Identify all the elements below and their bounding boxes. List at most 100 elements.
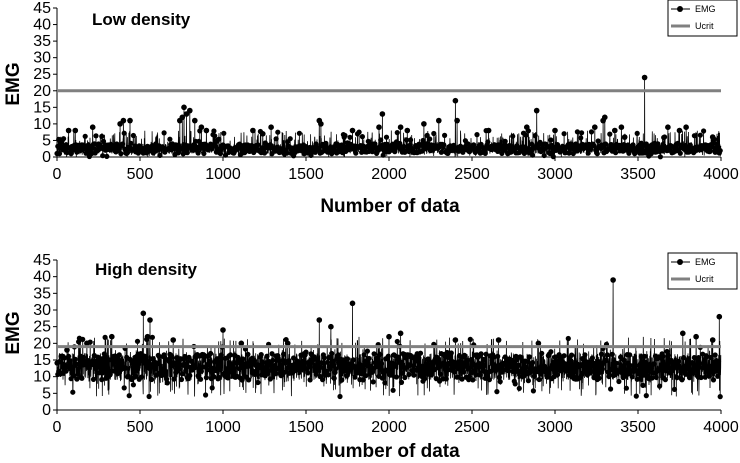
emg-point <box>229 362 235 368</box>
x-tick-label: 0 <box>53 419 62 436</box>
emg-spike-point <box>665 124 671 130</box>
emg-point <box>247 363 253 369</box>
emg-point <box>56 151 63 157</box>
emg-point <box>267 376 273 382</box>
emg-point <box>241 370 247 376</box>
emg-point <box>320 377 326 383</box>
emg-point <box>699 365 705 371</box>
emg-point <box>192 365 198 371</box>
emg-spike-point <box>610 277 616 283</box>
emg-spike-point <box>680 330 686 337</box>
legend-box <box>667 0 738 37</box>
legend-label-ucrit: Ucrit <box>695 21 714 31</box>
emg-point <box>313 371 319 377</box>
emg-point <box>493 363 499 369</box>
emg-point <box>240 356 246 362</box>
emg-point <box>450 359 456 365</box>
emg-point <box>99 133 105 139</box>
emg-point <box>100 360 106 366</box>
emg-point <box>701 128 707 134</box>
emg-spike-point <box>683 124 689 130</box>
emg-spike-point <box>397 330 404 337</box>
emg-point <box>495 353 501 359</box>
y-tick-label: 45 <box>33 0 51 17</box>
emg-point <box>390 387 396 393</box>
emg-point <box>251 358 258 364</box>
emg-point <box>392 149 398 155</box>
emg-point <box>296 130 302 136</box>
emg-point <box>337 393 343 400</box>
emg-point <box>535 145 542 151</box>
emg-point <box>651 361 657 367</box>
emg-point <box>321 355 327 361</box>
emg-point <box>477 372 483 378</box>
emg-point <box>82 133 88 139</box>
emg-point <box>483 351 489 357</box>
y-tick-label: 0 <box>42 149 51 166</box>
emg-point <box>411 372 417 378</box>
emg-point <box>523 132 529 138</box>
emg-point <box>607 372 613 378</box>
x-tick-label: 3500 <box>620 166 656 183</box>
emg-point <box>182 353 188 360</box>
emg-point <box>133 373 139 379</box>
emg-spike-point <box>454 117 460 124</box>
emg-point <box>203 375 209 381</box>
emg-point <box>697 132 703 138</box>
emg-point <box>468 357 474 363</box>
emg-point <box>574 129 581 135</box>
emg-point <box>590 360 596 366</box>
emg-point <box>709 369 715 375</box>
emg-point <box>213 368 219 374</box>
emg-point <box>385 353 391 359</box>
emg-point <box>369 149 375 155</box>
emg-point <box>209 385 215 391</box>
emg-spike-point <box>533 107 540 114</box>
emg-point <box>99 377 105 383</box>
emg-point <box>227 352 234 358</box>
emg-point <box>547 366 553 372</box>
emg-point <box>595 138 601 144</box>
emg-point <box>217 359 223 365</box>
emg-point <box>442 132 448 138</box>
x-tick-label: 4000 <box>703 419 739 436</box>
emg-point <box>271 363 278 369</box>
emg-point <box>554 372 561 378</box>
emg-point <box>406 371 412 378</box>
emg-point <box>638 140 644 146</box>
emg-point <box>510 133 516 139</box>
emg-point <box>177 366 183 372</box>
emg-point <box>287 136 293 142</box>
emg-point <box>402 374 408 381</box>
emg-point <box>326 354 332 361</box>
y-tick-label: 5 <box>42 385 51 402</box>
emg-point <box>156 353 162 360</box>
emg-point <box>457 359 463 365</box>
emg-point <box>101 351 107 357</box>
emg-point <box>352 374 358 380</box>
emg-point <box>470 377 476 383</box>
emg-point <box>273 136 279 142</box>
emg-point <box>281 369 287 375</box>
emg-markers <box>54 74 723 160</box>
y-tick-label: 40 <box>33 17 51 34</box>
emg-point <box>65 363 71 370</box>
emg-point <box>258 352 264 358</box>
emg-point <box>548 349 554 355</box>
emg-point <box>246 377 252 383</box>
emg-point <box>72 356 78 362</box>
emg-spike-point <box>602 114 608 121</box>
emg-point <box>303 349 309 355</box>
emg-point <box>428 372 434 378</box>
emg-point <box>696 355 702 361</box>
emg-point <box>701 361 707 367</box>
emg-point <box>640 382 646 388</box>
emg-point <box>555 358 561 364</box>
emg-spike-point <box>89 124 96 130</box>
y-tick-label: 15 <box>33 352 51 369</box>
chart-title: Low density <box>92 10 191 29</box>
emg-point <box>129 360 136 366</box>
x-tick-label: 0 <box>53 166 62 183</box>
emg-point <box>532 133 538 139</box>
emg-point <box>588 129 595 135</box>
